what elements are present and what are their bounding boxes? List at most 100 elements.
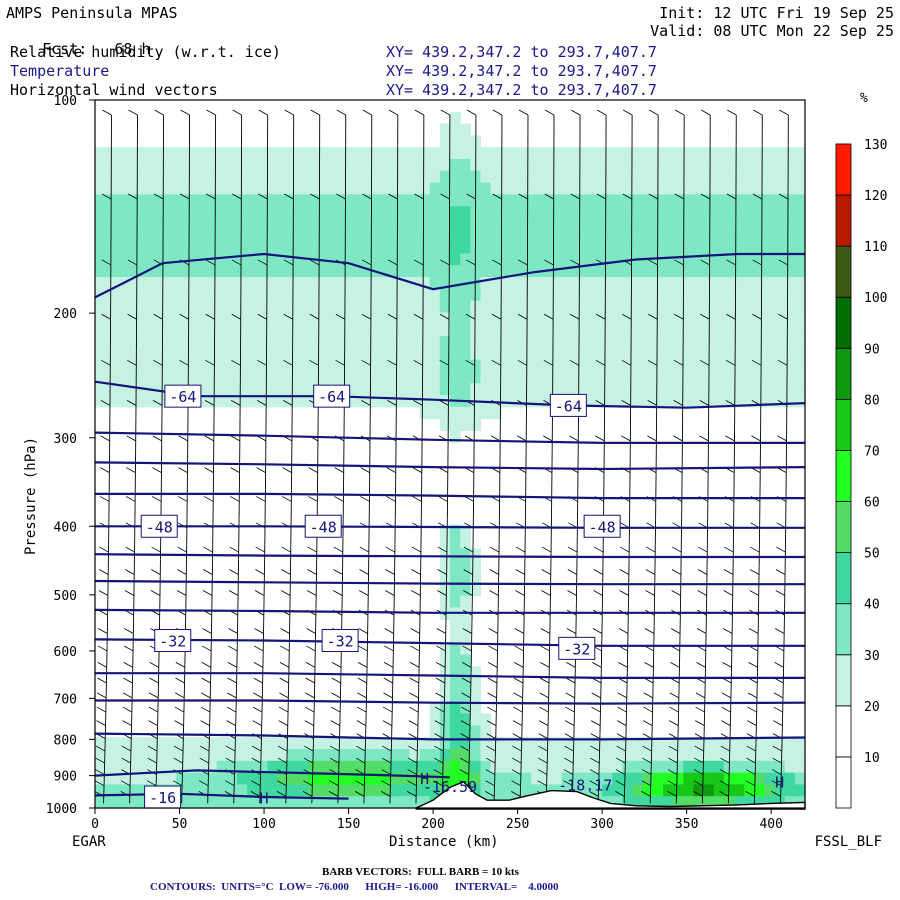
rh-cell: [713, 749, 725, 762]
rh-cell: [206, 359, 218, 372]
rh-cell: [500, 772, 512, 785]
rh-cell: [206, 371, 218, 384]
rh-cell: [389, 194, 400, 207]
rh-cell: [592, 300, 603, 313]
rh-cell: [612, 749, 624, 762]
rh-cell: [429, 383, 441, 396]
barb-flag: [387, 400, 397, 406]
rh-cell: [155, 336, 167, 349]
rh-cell: [358, 241, 370, 254]
rh-cell: [348, 147, 360, 160]
rh-cell: [541, 194, 553, 207]
rh-cell: [521, 288, 532, 302]
rh-cell: [683, 336, 695, 349]
rh-cell: [632, 241, 644, 254]
rh-cell: [216, 218, 228, 231]
rh-cell: [419, 288, 431, 302]
rh-cell: [267, 359, 279, 372]
rh-cell: [399, 170, 411, 184]
rh-cell: [226, 772, 238, 785]
rh-cell: [642, 371, 654, 384]
rh-cell: [358, 159, 370, 172]
barb-flag: [463, 546, 474, 553]
rh-cell: [480, 371, 492, 384]
rh-cell: [348, 760, 360, 774]
barb-flag: [152, 435, 162, 442]
rh-cell: [642, 395, 654, 408]
rh-cell: [490, 406, 502, 420]
rh-cell: [642, 218, 654, 231]
rh-cell: [521, 147, 532, 160]
rh-cell: [186, 265, 198, 278]
rh-cell: [226, 241, 238, 254]
rh-cell: [713, 241, 725, 254]
temperature-contour: [95, 492, 805, 500]
barb-flag: [622, 109, 633, 116]
wind-barb-column: [615, 109, 633, 804]
rh-cell: [541, 395, 553, 408]
rh-cell: [693, 147, 705, 160]
rh-cell: [277, 737, 289, 750]
rh-cell: [358, 253, 370, 266]
rh-cell: [490, 277, 502, 290]
barb-flag: [414, 193, 424, 200]
rh-cell: [450, 383, 461, 396]
rh-cell: [450, 737, 461, 750]
barb-flag: [514, 645, 524, 652]
rh-cell: [592, 229, 603, 243]
barb-flag: [204, 496, 214, 502]
rh-cell: [348, 336, 360, 349]
rh-cell: [784, 324, 796, 337]
rh-cell: [115, 796, 127, 809]
rh-cell: [673, 147, 684, 160]
rh-cell: [693, 737, 705, 750]
rh-cell: [419, 737, 431, 750]
rh-cell: [622, 182, 634, 195]
rh-cell: [521, 194, 532, 207]
barb-flag: [334, 496, 344, 502]
rh-cell: [439, 336, 451, 349]
rh-cell: [145, 288, 157, 302]
barb-flag: [409, 692, 419, 699]
rh-cell: [226, 218, 238, 231]
rh-cell: [632, 218, 644, 231]
rh-cell: [429, 277, 441, 290]
rh-cell: [409, 147, 421, 160]
barb-flag: [177, 546, 187, 553]
barb-flag: [407, 757, 418, 764]
rh-cell: [713, 159, 725, 172]
rh-cell: [186, 772, 198, 785]
rh-cell: [774, 300, 786, 313]
rh-cell: [277, 147, 289, 160]
barb-flag: [622, 313, 632, 320]
rh-cell: [379, 395, 390, 408]
barb-flag: [719, 780, 730, 787]
rh-cell: [318, 760, 329, 774]
rh-cell: [460, 359, 471, 372]
rh-cell: [105, 760, 116, 774]
rh-cell: [379, 772, 390, 785]
barb-flag: [434, 720, 445, 726]
rh-cell: [95, 277, 106, 290]
rh-cell: [764, 218, 776, 231]
rh-cell: [500, 253, 512, 266]
rh-cell: [500, 229, 512, 243]
barb-flag: [100, 400, 111, 406]
rh-cell: [226, 347, 238, 361]
rh-cell: [622, 737, 634, 750]
field-xy-rh: XY= 439.2,347.2 to 293.7,407.7: [386, 43, 657, 61]
barb-flag: [228, 590, 239, 596]
barb-flag: [565, 706, 575, 713]
rh-cell: [328, 265, 340, 278]
rh-cell: [632, 347, 644, 361]
rh-cell: [774, 170, 786, 184]
rh-cell: [226, 159, 238, 172]
rh-cell: [632, 395, 644, 408]
barb-flag: [173, 757, 183, 764]
rh-cell: [439, 123, 451, 136]
rh-cell: [561, 359, 573, 372]
rh-cell: [500, 277, 512, 290]
rh-cell: [510, 784, 522, 797]
rh-cell: [460, 229, 471, 243]
rh-cell: [328, 737, 340, 750]
